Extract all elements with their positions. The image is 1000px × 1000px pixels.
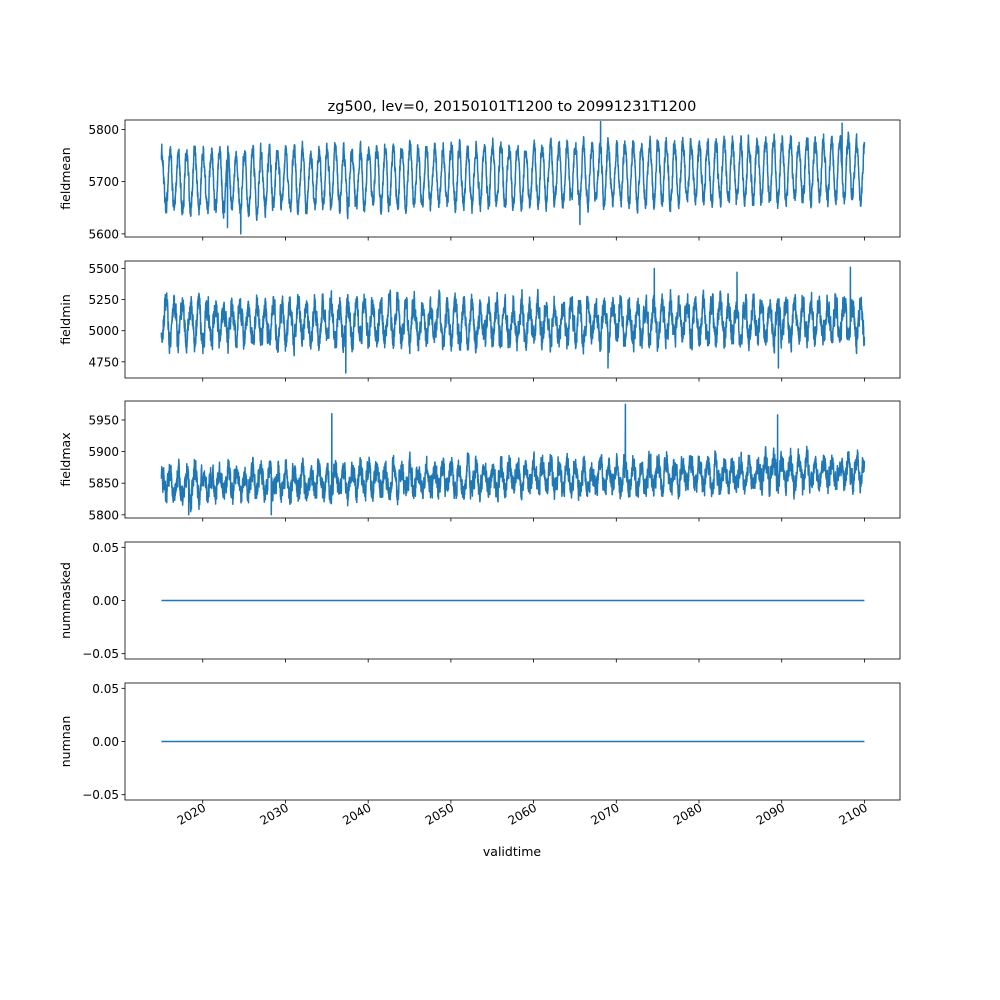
x-tick-label: 2100 [836,800,869,827]
series-line-fieldmean [160,120,866,235]
axes-frame-fieldmean [124,119,901,238]
axes-frame-fieldmin [124,260,901,379]
x-tick-label: 2060 [506,800,539,827]
y-tick-label: 5700 [88,175,119,189]
y-tick-label: 4750 [88,355,119,369]
series-line-fieldmax [160,403,866,516]
x-tick-label: 2090 [754,800,787,827]
y-tick-label: 5600 [88,227,119,241]
y-tick-label: −0.05 [82,788,119,802]
x-tick-label: 2050 [423,800,456,827]
y-axis-label-fieldmean: fieldmean [58,147,73,209]
y-tick-label: −0.05 [82,647,119,661]
axes-frame-fieldmax [124,400,901,519]
y-axis-label-fieldmax: fieldmax [58,432,73,486]
x-tick-label: 2030 [258,800,291,827]
x-tick-label: 2070 [588,800,621,827]
y-tick-label: 5500 [88,262,119,276]
y-axis-label-nummasked: nummasked [58,562,73,639]
x-axis-label: validtime [483,844,541,859]
y-tick-label: 0.05 [92,541,119,555]
x-tick-label: 2080 [671,800,704,827]
y-tick-label: 0.00 [92,735,119,749]
y-tick-label: 5250 [88,293,119,307]
subplot-nummasked: −0.05 0.00 0.05 nummasked [58,541,901,663]
y-tick-label: 0.00 [92,594,119,608]
subplot-fieldmin: 4750 5000 5250 5500 fieldmin [58,260,901,382]
subplot-panels: 5600 5700 5800 fieldmean 4750 5000 5250 5500 fie… [58,119,901,828]
x-tick-label: 2020 [175,800,208,827]
figure-title: zg500, lev=0, 20150101T1200 to 20991231T… [328,99,697,115]
y-tick-label: 5000 [88,324,119,338]
y-axis-label-fieldmin: fieldmin [58,294,73,345]
subplot-fieldmean: 5600 5700 5800 fieldmean [58,119,901,241]
x-tick-label: 2040 [340,800,373,827]
subplot-numnan: −0.05 0.00 0.05 2020 2030 2040 2050 2060 2070 208… [58,682,901,828]
subplot-fieldmax: 5800 5850 5900 5950 fieldmax [58,400,901,522]
y-tick-label: 5950 [88,413,119,427]
series-line-fieldmin [160,266,866,374]
y-tick-label: 5800 [88,508,119,522]
y-tick-label: 5800 [88,123,119,137]
y-tick-label: 5850 [88,477,119,491]
y-axis-label-numnan: numnan [58,716,73,768]
y-tick-label: 5900 [88,445,119,459]
y-tick-label: 0.05 [92,682,119,696]
